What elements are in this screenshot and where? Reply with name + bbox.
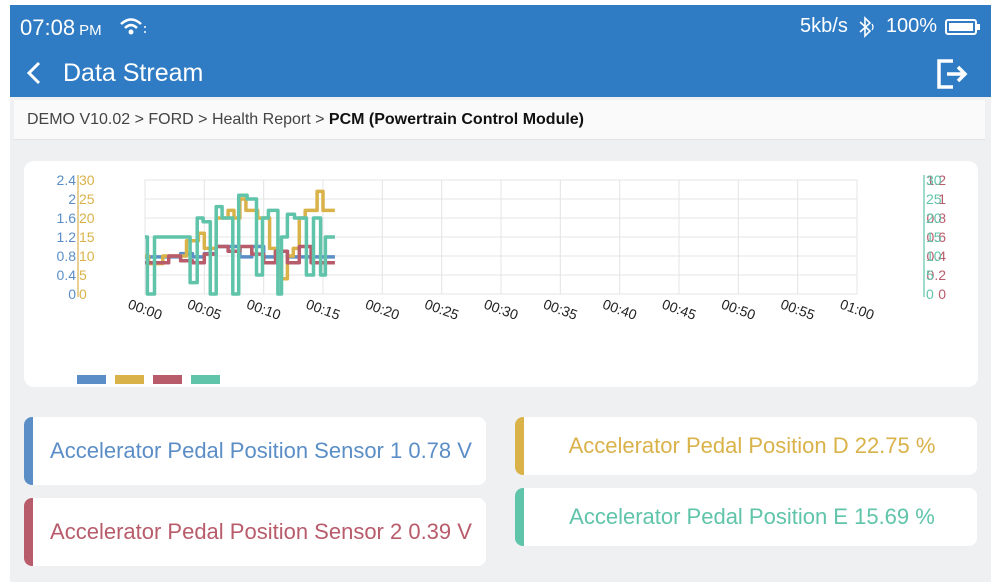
tile-label: Accelerator Pedal Position Sensor 1 0.78… [50,438,472,463]
y-tick-label-left-inner: 10 [79,248,95,264]
series-line-3 [145,193,335,296]
x-tick-label: 00:00 [126,296,165,323]
legend-swatch-0 [77,375,106,384]
x-tick-label: 00:40 [601,296,640,323]
y-tick-label-left-inner: 5 [79,267,87,283]
y-tick-label-left-outer: 0 [68,286,76,302]
battery-icon [945,18,980,35]
x-tick-label: 00:55 [779,296,818,323]
value-tile-position-d[interactable]: Accelerator Pedal Position D 22.75 % [515,417,977,475]
y-tick-label-right-inner: 0.6 [927,229,947,245]
y-tick-label-right-outer: 25 [926,191,942,207]
chart-card: 00:00 00:05 00:10 00:15 00:20 00:25 00:30 00:35… [24,161,978,387]
legend-swatch-1 [115,375,144,384]
tile-color-bar [515,488,524,546]
x-tick-label: 00:30 [482,296,521,323]
status-bar: 07:08 PM 5kb/s 100% [10,5,991,49]
status-right: 5kb/s 100% [800,15,981,38]
x-tick-label: 00:15 [304,296,343,323]
data-stream-chart: 00:00 00:05 00:10 00:15 00:20 00:25 00:30 00:35… [57,172,947,384]
y-tick-label-right-inner: 0.8 [927,210,947,226]
back-arrow-icon[interactable] [20,59,48,87]
legend-swatch-2 [153,375,182,384]
y-tick-label-right-inner: 0.4 [927,248,947,264]
y-tick-label-left-inner: 30 [79,172,95,188]
y-tick-label-right-outer: 5 [926,267,934,283]
x-tick-label: 01:00 [838,296,877,323]
title-bar: Data Stream [10,49,991,97]
y-tick-label-right-outer: 0 [926,286,934,302]
x-tick-label: 00:10 [245,296,284,323]
value-tile-sensor-2[interactable]: Accelerator Pedal Position Sensor 2 0.39… [24,498,486,566]
legend-swatch-3 [191,375,220,384]
y-tick-label-right-inner: 0.2 [927,267,947,283]
x-tick-label: 00:20 [363,296,402,323]
y-tick-label-left-outer: 0.4 [57,267,77,283]
exit-icon[interactable] [933,55,971,93]
tile-color-bar [24,498,33,566]
x-tick-label: 00:05 [185,296,224,323]
tile-label: Accelerator Pedal Position E 15.69 % [569,504,935,529]
y-tick-label-left-outer: 0.8 [57,248,77,264]
bluetooth-icon [859,15,874,38]
x-tick-label: 00:35 [541,296,580,323]
x-tick-label: 00:50 [719,296,758,323]
y-tick-label-right-inner: 1 [938,191,946,207]
y-tick-label-left-outer: 2.4 [57,172,77,188]
y-tick-label-right-inner: 0 [938,286,946,302]
breadcrumb-current: PCM (Powertrain Control Module) [328,111,585,128]
value-tile-sensor-1[interactable]: Accelerator Pedal Position Sensor 1 0.78… [24,417,486,485]
y-tick-label-right-outer: 30 [926,172,942,188]
app-screen: 07:08 PM 5kb/s 100% Data Stream [10,5,991,582]
y-tick-label-right-outer: 10 [926,248,942,264]
y-tick-label-left-inner: 0 [79,286,87,302]
y-tick-label-left-inner: 15 [79,229,95,245]
page-title: Data Stream [63,59,204,87]
y-tick-label-left-inner: 20 [79,210,95,226]
y-tick-label-left-outer: 1.2 [57,229,77,245]
clock: 07:08 PM [20,15,102,40]
breadcrumb: DEMO V10.02 > FORD > Health Report > PCM… [14,100,985,140]
y-tick-label-right-outer: 20 [926,210,942,226]
y-tick-label-left-outer: 1.6 [57,210,77,226]
tile-label: Accelerator Pedal Position D 22.75 % [568,433,936,458]
network-speed: 5kb/s [800,15,848,37]
y-tick-label-right-outer: 15 [926,229,942,245]
y-tick-label-left-outer: 2 [68,191,76,207]
x-tick-label: 00:45 [660,296,699,323]
value-tile-position-e[interactable]: Accelerator Pedal Position E 15.69 % [515,488,977,546]
tile-color-bar [515,417,524,475]
breadcrumb-path: DEMO V10.02 > FORD > Health Report > [27,111,329,128]
wifi-icon [120,18,146,35]
y-tick-label-right-inner: 1.2 [927,172,947,188]
x-tick-label: 00:25 [423,296,462,323]
battery-percent: 100% [885,15,937,37]
tile-label: Accelerator Pedal Position Sensor 2 0.39… [50,519,472,544]
tile-color-bar [24,417,33,485]
y-tick-label-left-inner: 25 [79,191,95,207]
